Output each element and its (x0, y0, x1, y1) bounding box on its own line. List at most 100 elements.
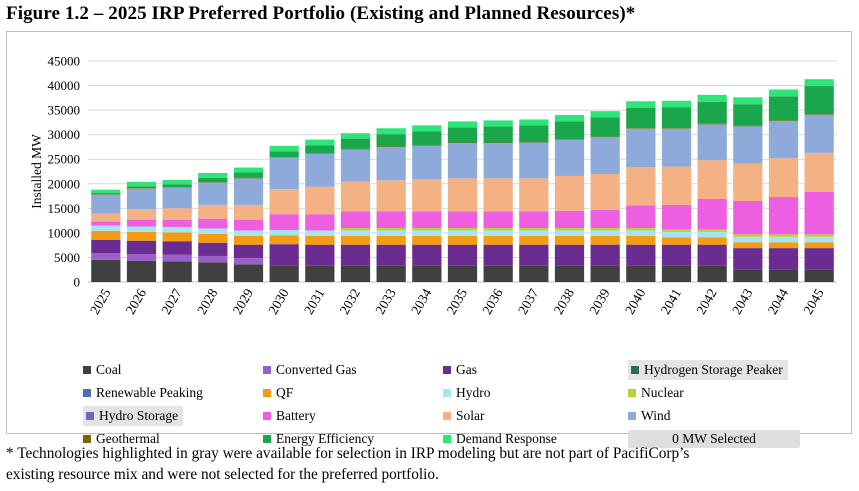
bar-segment-converted-gas (162, 254, 192, 262)
bar-segment-qf (412, 235, 442, 245)
legend-swatch (263, 389, 271, 397)
bar-segment-nuclear (626, 227, 656, 231)
bar-segment-gas (126, 240, 157, 255)
bar-segment-demand-response (162, 179, 192, 185)
bar-segment-battery (519, 211, 549, 228)
legend-swatch (443, 389, 451, 397)
bar-segment-demand-response (126, 181, 157, 187)
bar-segment-coal (233, 264, 264, 282)
bar-segment-demand-response (376, 128, 406, 135)
bar-segment-hydro (269, 229, 299, 236)
legend-swatch (443, 366, 451, 374)
bar-segment-demand-response (626, 101, 656, 108)
bar-segment-hydro (412, 230, 442, 236)
bar-segment-qf (376, 235, 406, 245)
bar-segment-energy-efficiency (198, 177, 228, 183)
bar-segment-nuclear (412, 227, 442, 231)
legend-item-energy-efficiency: Energy Efficiency (263, 429, 374, 449)
legend-swatch (628, 412, 636, 420)
legend-item-qf: QF (263, 383, 293, 403)
bar-segment-qf (91, 230, 121, 240)
legend-item-coal: Coal (83, 360, 122, 380)
x-tick-label: 2034 (408, 286, 435, 317)
bar-segment-energy-efficiency (269, 151, 299, 158)
legend-item-demand-response: Demand Response (443, 429, 557, 449)
bar-segment-battery (91, 221, 121, 226)
bar-segment-nuclear (697, 229, 727, 232)
legend-item-hydro: Hydro (443, 383, 491, 403)
bar-segment-energy-efficiency (233, 172, 264, 178)
bar-segment-hydro (519, 230, 549, 236)
bar-segment-energy-efficiency (91, 193, 121, 195)
bar-segment-wind (126, 188, 157, 210)
y-tick-label: 30000 (48, 127, 81, 142)
legend-label: Hydrogen Storage Peaker (644, 362, 783, 377)
legend-label: QF (276, 385, 294, 400)
bar-segment-wind (697, 124, 727, 161)
bar-segment-wind (162, 187, 192, 209)
bar-segment-energy-efficiency (126, 186, 157, 189)
bar-segment-nuclear (447, 227, 478, 231)
bar-segment-coal (447, 265, 478, 282)
x-tick-label: 2027 (158, 286, 185, 317)
bar-segment-demand-response (697, 94, 727, 102)
bar-segment-qf (590, 235, 620, 245)
x-tick-label: 2044 (765, 286, 792, 317)
bar-segment-coal (412, 265, 442, 282)
y-tick-label: 15000 (48, 201, 81, 216)
bar-segment-solar (305, 186, 335, 215)
bar-segment-battery (305, 214, 335, 231)
bar-segment-coal (126, 260, 157, 282)
bar-segment-wind (412, 145, 442, 180)
bar-segment-hydro (162, 226, 192, 233)
bar-segment-battery (804, 191, 834, 235)
bar-segment-energy-efficiency (483, 126, 513, 143)
bar-segment-battery (340, 211, 371, 228)
y-tick-label: 45000 (48, 54, 81, 69)
x-tick-label: 2025 (87, 286, 114, 317)
legend-label: Gas (456, 362, 477, 377)
legend-swatch (86, 412, 94, 420)
footnote: * Technologies highlighted in gray were … (6, 443, 852, 485)
bar-segment-demand-response (590, 111, 620, 118)
bar-segment-gas (162, 241, 192, 255)
legend-swatch (631, 366, 639, 374)
bar-segment-gas (804, 248, 834, 270)
x-tick-label: 2036 (479, 286, 506, 317)
bar-segment-demand-response (91, 189, 121, 194)
legend-item-geothermal: Geothermal (83, 429, 160, 449)
y-tick-label: 0 (74, 275, 81, 290)
bar-segment-solar (804, 152, 834, 192)
bar-segment-gas (768, 248, 799, 270)
bar-segment-hydro (661, 231, 692, 238)
bar-segment-gas (91, 239, 121, 254)
bar-segment-solar (340, 181, 371, 212)
bar-segment-demand-response (340, 133, 371, 139)
legend-label: Solar (456, 408, 485, 423)
bar-segment-demand-response (804, 79, 834, 87)
bar-segment-coal (483, 265, 513, 282)
legend-item-hydro-storage: Hydro Storage (83, 406, 184, 426)
bar-segment-gas (340, 244, 371, 266)
bar-segment-solar (768, 158, 799, 198)
bar-segment-coal (661, 265, 692, 282)
x-tick-label: 2028 (194, 286, 221, 317)
bar-segment-solar (697, 160, 727, 200)
bar-segment-hydro (768, 236, 799, 243)
bar-segment-coal (697, 265, 727, 282)
legend-label: Battery (276, 408, 316, 423)
bar-segment-coal (733, 269, 763, 282)
bar-segment-energy-efficiency (447, 127, 478, 143)
bar-segment-gas (483, 244, 513, 266)
legend-swatch (263, 412, 271, 420)
bar-segment-coal (519, 265, 549, 282)
bar-segment-hydro (126, 226, 157, 232)
bar-segment-converted-gas (91, 253, 121, 260)
bar-segment-energy-efficiency (340, 138, 371, 149)
bar-segment-nuclear (661, 229, 692, 232)
bar-segment-gas (590, 244, 620, 266)
bar-segment-qf (269, 235, 299, 245)
footnote-line-2: existing resource mix and were not selec… (6, 466, 439, 483)
bar-segment-solar (162, 208, 192, 220)
legend-label: Renewable Peaking (96, 385, 203, 400)
